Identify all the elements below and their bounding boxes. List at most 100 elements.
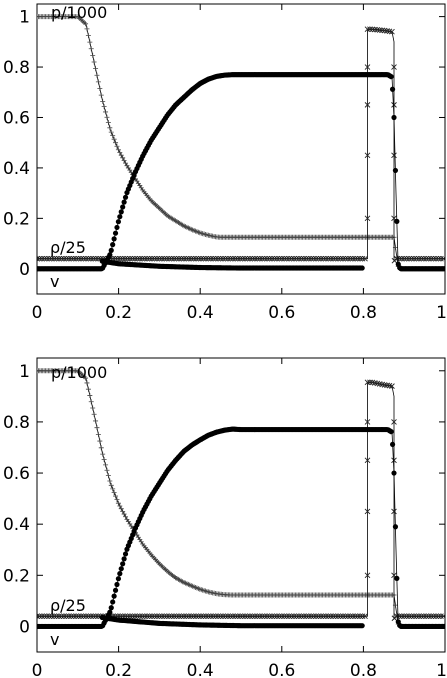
point xyxy=(149,255,155,262)
point xyxy=(73,255,79,262)
point xyxy=(120,508,126,514)
point xyxy=(252,255,258,262)
point xyxy=(364,572,371,579)
point xyxy=(391,64,397,70)
point xyxy=(433,613,439,620)
point xyxy=(190,255,197,262)
point xyxy=(94,72,100,78)
point xyxy=(110,242,116,248)
point xyxy=(222,255,229,262)
point xyxy=(190,613,197,620)
series-aux xyxy=(99,258,365,271)
point xyxy=(63,255,70,262)
point xyxy=(91,59,97,65)
point xyxy=(269,255,275,262)
point xyxy=(391,419,397,425)
point xyxy=(146,255,153,262)
point xyxy=(234,255,241,262)
series-line xyxy=(37,16,445,270)
point xyxy=(122,255,128,262)
point xyxy=(389,383,395,389)
point xyxy=(403,613,410,620)
point xyxy=(114,581,120,588)
point xyxy=(327,613,334,620)
plot-frame xyxy=(36,3,446,295)
point xyxy=(433,255,439,262)
point xyxy=(132,255,138,262)
point xyxy=(264,613,270,620)
point xyxy=(330,613,337,620)
point xyxy=(117,214,123,220)
point xyxy=(337,255,344,262)
point xyxy=(56,613,62,620)
point xyxy=(124,613,131,620)
point xyxy=(220,255,226,262)
point xyxy=(119,255,126,262)
point xyxy=(391,114,397,121)
point xyxy=(315,613,322,620)
point xyxy=(305,613,312,620)
point xyxy=(58,613,65,620)
point xyxy=(335,613,341,620)
y-tick-label: 0.2 xyxy=(3,566,30,586)
point xyxy=(117,503,123,509)
point xyxy=(88,255,94,262)
series-label-v: v xyxy=(50,630,59,649)
series--25 xyxy=(37,379,445,622)
point xyxy=(107,125,113,131)
point xyxy=(430,255,437,262)
point xyxy=(359,255,366,262)
series-v xyxy=(37,426,445,630)
point xyxy=(364,152,371,159)
point xyxy=(166,613,173,620)
point xyxy=(205,613,212,620)
point xyxy=(104,114,110,120)
point xyxy=(90,255,97,262)
point xyxy=(70,255,77,262)
point xyxy=(394,218,400,224)
point xyxy=(90,613,97,620)
point xyxy=(85,255,92,262)
point xyxy=(195,255,202,262)
series-label-v: v xyxy=(50,272,59,291)
point xyxy=(232,255,239,262)
point xyxy=(247,613,253,620)
point xyxy=(232,613,239,620)
point xyxy=(121,511,127,517)
point xyxy=(163,613,170,620)
point xyxy=(114,224,120,231)
point xyxy=(220,613,226,620)
point xyxy=(84,26,90,32)
point xyxy=(136,613,143,620)
point xyxy=(37,613,43,620)
point xyxy=(286,613,292,620)
point xyxy=(274,255,280,262)
point xyxy=(83,255,89,262)
point xyxy=(234,613,241,620)
point xyxy=(323,255,329,262)
point xyxy=(364,508,371,515)
series-label-p-1000: p/1000 xyxy=(51,363,107,382)
point xyxy=(416,255,422,262)
point xyxy=(308,613,314,620)
point xyxy=(389,86,396,92)
point xyxy=(107,478,113,484)
point xyxy=(105,473,111,479)
point xyxy=(118,506,124,512)
point xyxy=(112,255,119,262)
point xyxy=(151,613,158,620)
plot-frame xyxy=(36,357,446,653)
point xyxy=(269,613,275,620)
point xyxy=(122,194,129,200)
point xyxy=(391,152,397,159)
point xyxy=(156,613,163,620)
y-tick-label: 0.2 xyxy=(3,209,30,229)
point xyxy=(104,467,110,473)
chart-panel-bottom: 0 0.2 0.4 0.6 0.8 1 0 0.2 0.4 0.6 0.8 1 p/1000 ρ/25 v xyxy=(3,357,447,678)
point xyxy=(254,255,261,262)
data-area xyxy=(37,368,445,630)
point xyxy=(200,613,207,620)
point xyxy=(416,613,422,620)
point xyxy=(293,613,300,620)
point xyxy=(362,255,368,262)
